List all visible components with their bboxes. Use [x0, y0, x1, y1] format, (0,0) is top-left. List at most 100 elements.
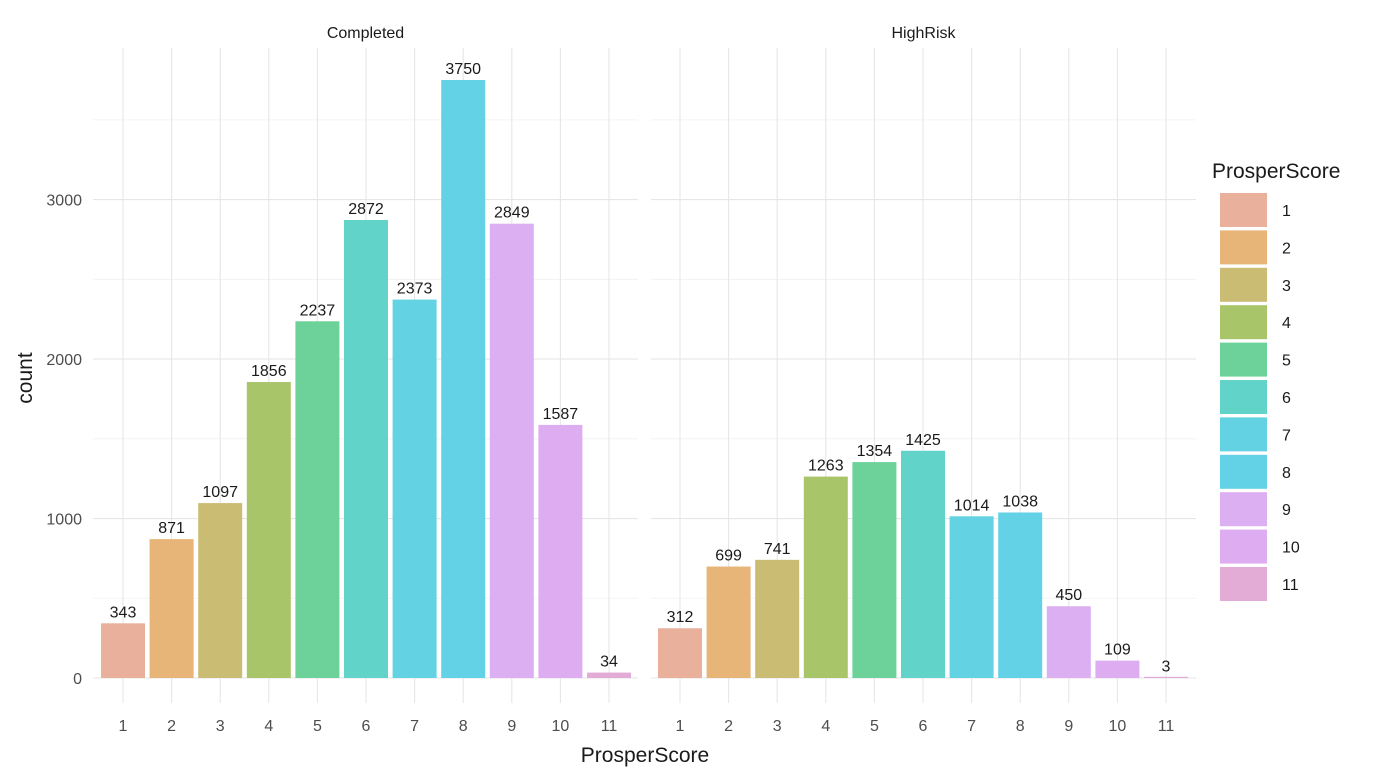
y-axis: 0 1000 2000 3000 — [46, 193, 82, 688]
legend-key — [1220, 529, 1267, 564]
bar — [344, 220, 388, 679]
data-label: 1856 — [251, 363, 287, 380]
legend-key — [1220, 342, 1267, 377]
bar — [706, 566, 751, 678]
legend-label: 6 — [1282, 390, 1291, 407]
x-tick-label: 4 — [821, 718, 830, 735]
legend-label: 2 — [1282, 240, 1291, 257]
bar — [658, 628, 702, 678]
x-tick-label: 3 — [773, 718, 782, 735]
data-label: 1097 — [202, 484, 238, 501]
y-tick-label: 3000 — [46, 193, 82, 210]
legend-label: 8 — [1282, 465, 1291, 482]
bar — [1046, 606, 1091, 678]
legend-label: 3 — [1282, 278, 1291, 295]
x-tick-label: 5 — [313, 718, 322, 735]
x-tick-label: 10 — [1109, 718, 1127, 735]
x-tick-label: 2 — [724, 718, 733, 735]
legend-label: 1 — [1282, 203, 1291, 220]
data-label: 2849 — [494, 205, 530, 222]
legend: ProsperScore 1 2 3 4 5 6 7 8 9 10 11 — [1212, 160, 1340, 601]
data-label: 1038 — [1002, 493, 1038, 510]
bar — [803, 476, 848, 678]
legend-title: ProsperScore — [1212, 160, 1340, 183]
bar — [101, 623, 145, 678]
legend-key — [1220, 567, 1267, 601]
data-label: 1354 — [857, 443, 893, 460]
x-tick-label: 2 — [167, 718, 176, 735]
x-tick-label: 10 — [552, 718, 570, 735]
x-tick-label: 6 — [362, 718, 371, 735]
data-label: 2872 — [348, 201, 384, 218]
x-tick-label: 4 — [264, 718, 273, 735]
data-label: 871 — [158, 520, 185, 537]
data-label: 1263 — [808, 458, 844, 475]
y-axis-title: count — [14, 352, 37, 404]
bar — [587, 672, 631, 678]
x-tick-label: 8 — [459, 718, 468, 735]
x-tick-label: 9 — [1064, 718, 1073, 735]
facet-title: HighRisk — [891, 25, 956, 42]
y-tick-label: 0 — [73, 671, 82, 688]
x-tick-label: 7 — [967, 718, 976, 735]
bar — [949, 516, 994, 678]
legend-key — [1220, 492, 1267, 527]
data-label: 312 — [667, 609, 694, 626]
legend-key — [1220, 417, 1267, 452]
data-label: 1425 — [905, 432, 941, 449]
x-tick-label: 9 — [507, 718, 516, 735]
legend-key — [1220, 267, 1267, 302]
x-tick-label: 6 — [919, 718, 928, 735]
bar — [392, 299, 437, 678]
bar — [198, 503, 243, 678]
legend-label: 5 — [1282, 353, 1291, 370]
data-label: 1014 — [954, 497, 990, 514]
data-label: 343 — [110, 604, 137, 621]
legend-label: 7 — [1282, 427, 1291, 444]
y-tick-label: 2000 — [46, 352, 82, 369]
data-label: 2237 — [300, 302, 336, 319]
bar — [998, 512, 1043, 678]
y-tick-label: 1000 — [46, 512, 82, 529]
data-label: 450 — [1055, 587, 1082, 604]
x-tick-label: 8 — [1016, 718, 1025, 735]
bar — [489, 223, 534, 678]
data-label: 34 — [600, 654, 618, 671]
legend-key — [1220, 305, 1267, 340]
legend-label: 4 — [1282, 315, 1291, 332]
legend-label: 9 — [1282, 502, 1291, 519]
bar — [1095, 660, 1140, 678]
x-tick-label: 7 — [410, 718, 419, 735]
x-tick-label: 3 — [216, 718, 225, 735]
legend-key — [1220, 380, 1267, 414]
data-label: 699 — [715, 548, 742, 565]
data-label: 741 — [764, 541, 791, 558]
x-tick-label: 11 — [601, 718, 618, 735]
x-tick-label: 5 — [870, 718, 879, 735]
x-tick-label: 1 — [119, 718, 128, 735]
data-label: 109 — [1104, 642, 1131, 659]
data-label: 3750 — [445, 61, 481, 78]
bar — [149, 539, 194, 678]
legend-label: 10 — [1282, 540, 1300, 557]
x-tick-label: 1 — [676, 718, 685, 735]
facet-title: Completed — [327, 25, 404, 42]
x-axis-title: ProsperScore — [581, 744, 709, 767]
bar — [852, 462, 897, 678]
bar — [755, 559, 800, 678]
legend-key — [1220, 454, 1267, 489]
bar — [901, 450, 945, 678]
facet-panels: Completed3438711097185622372872237337502… — [93, 25, 1196, 735]
facet-panel-completed: Completed3438711097185622372872237337502… — [93, 25, 638, 735]
bar — [295, 321, 340, 678]
bar — [441, 80, 486, 678]
data-label: 3 — [1162, 659, 1171, 676]
bar — [538, 424, 583, 678]
legend-label: 11 — [1282, 577, 1299, 594]
legend-key — [1220, 193, 1267, 227]
bar — [246, 382, 291, 678]
legend-key — [1220, 230, 1267, 265]
data-label: 1587 — [543, 406, 579, 423]
